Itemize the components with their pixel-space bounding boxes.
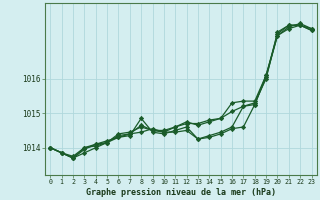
X-axis label: Graphe pression niveau de la mer (hPa): Graphe pression niveau de la mer (hPa) <box>86 188 276 197</box>
